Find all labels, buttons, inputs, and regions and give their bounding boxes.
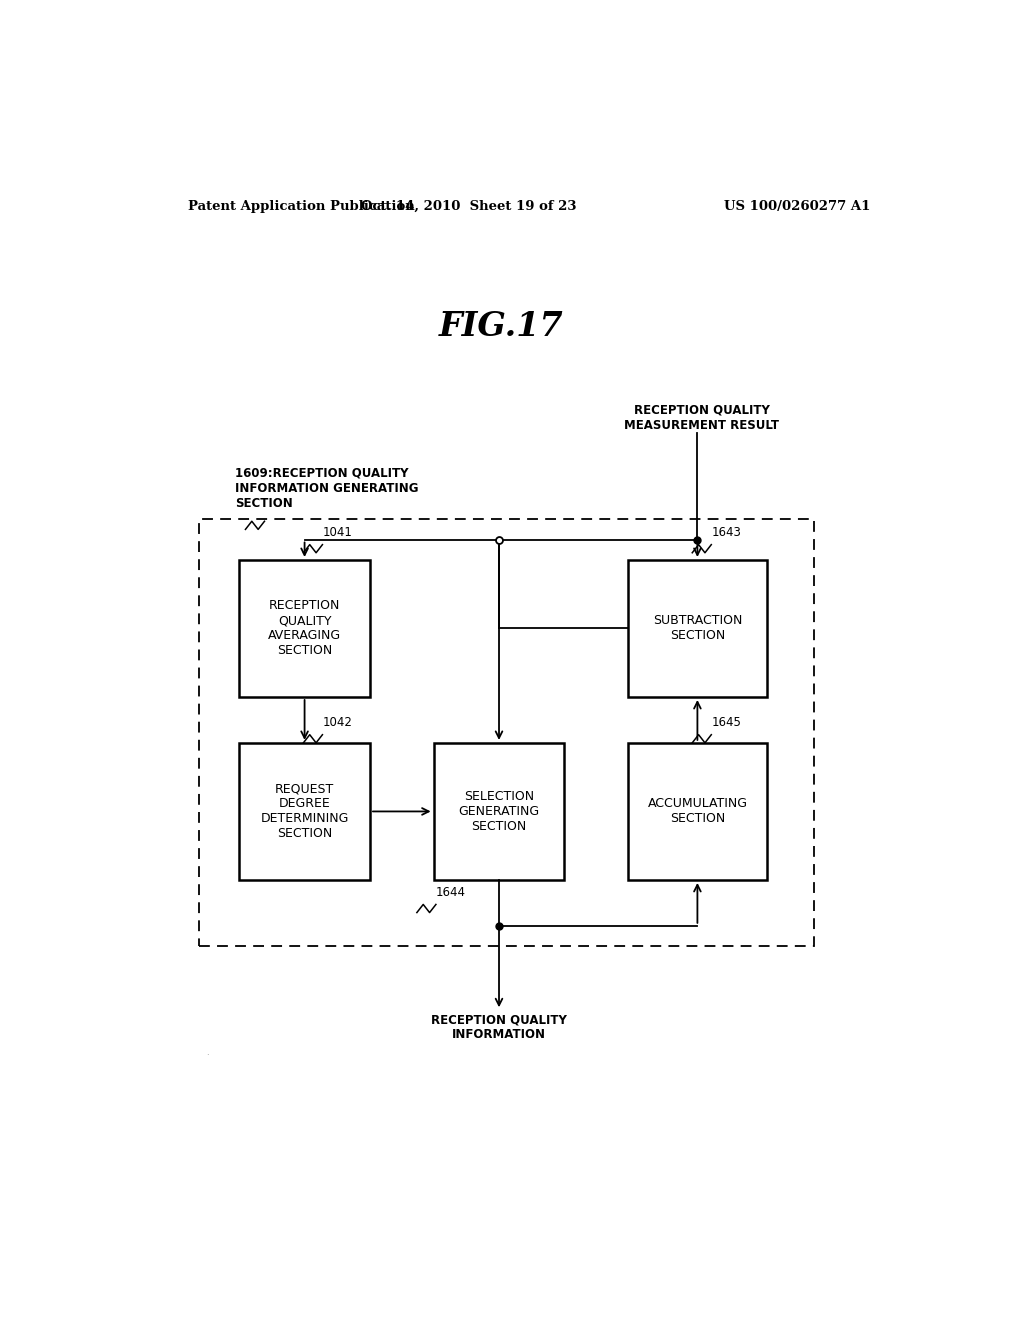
Text: US 100/0260277 A1: US 100/0260277 A1: [724, 199, 870, 213]
Text: 1609:RECEPTION QUALITY: 1609:RECEPTION QUALITY: [236, 467, 409, 480]
Text: 1041: 1041: [323, 525, 352, 539]
Bar: [240, 560, 370, 697]
Text: ACCUMULATING
SECTION: ACCUMULATING SECTION: [647, 797, 748, 825]
Text: Patent Application Publication: Patent Application Publication: [187, 199, 415, 213]
Text: 1644: 1644: [436, 886, 466, 899]
Text: REQUEST
DEGREE
DETERMINING
SECTION: REQUEST DEGREE DETERMINING SECTION: [260, 783, 349, 841]
Bar: [628, 560, 767, 697]
Text: RECEPTION QUALITY
INFORMATION: RECEPTION QUALITY INFORMATION: [431, 1014, 566, 1041]
Text: RECEPTION
QUALITY
AVERAGING
SECTION: RECEPTION QUALITY AVERAGING SECTION: [268, 599, 341, 657]
Text: INFORMATION GENERATING: INFORMATION GENERATING: [236, 482, 419, 495]
Bar: [628, 743, 767, 880]
Text: SECTION: SECTION: [236, 498, 293, 511]
Text: 1643: 1643: [712, 525, 741, 539]
Bar: [200, 519, 814, 946]
Bar: [240, 743, 370, 880]
Bar: [433, 743, 564, 880]
Text: FIG.17: FIG.17: [438, 310, 563, 343]
Text: Oct. 14, 2010  Sheet 19 of 23: Oct. 14, 2010 Sheet 19 of 23: [361, 199, 577, 213]
Text: .: .: [206, 1048, 209, 1057]
Text: SELECTION
GENERATING
SECTION: SELECTION GENERATING SECTION: [459, 789, 540, 833]
Text: SUBTRACTION
SECTION: SUBTRACTION SECTION: [652, 615, 742, 643]
Text: 1645: 1645: [712, 715, 741, 729]
Text: 1042: 1042: [323, 715, 352, 729]
Text: RECEPTION QUALITY
MEASUREMENT RESULT: RECEPTION QUALITY MEASUREMENT RESULT: [624, 404, 779, 432]
